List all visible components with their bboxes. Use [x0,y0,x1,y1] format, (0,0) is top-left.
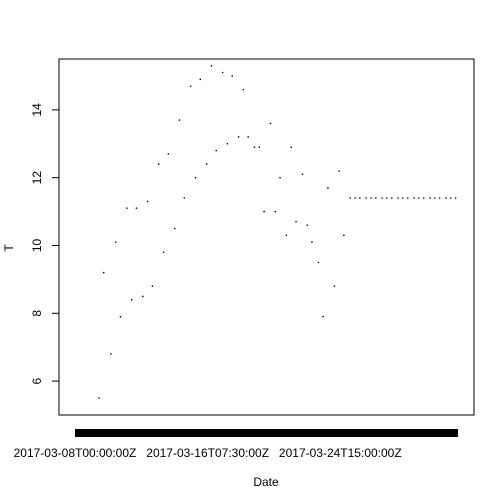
data-point [253,146,256,148]
data-point [422,197,425,199]
data-point [189,85,192,87]
data-point [210,64,213,67]
data-point [418,197,420,199]
data-point [114,241,117,243]
data-point [333,285,336,287]
data-point [194,176,197,179]
data-point [290,146,293,148]
data-point [231,75,233,77]
data-point [269,122,272,125]
y-axis: 6 8 10 12 14 [30,103,60,384]
data-point [354,197,356,199]
data-point [146,200,149,203]
data-point [242,88,245,91]
data-point [178,119,181,121]
data-point [263,210,265,213]
x-tick-label: 2017-03-24T15:00:00Z [279,446,402,460]
y-tick-label: 14 [30,103,44,117]
data-point [205,163,208,165]
data-point [162,251,165,254]
y-tick-label: 10 [30,238,44,252]
data-point [343,234,345,237]
data-point [126,207,128,209]
data-point [167,153,170,155]
data-point [119,315,122,318]
data-point [327,187,329,189]
data-point [151,285,154,287]
y-tick-label: 6 [30,377,44,384]
y-tick-label: 8 [30,310,44,317]
data-point [338,170,340,172]
data-point [274,210,277,213]
data-point [406,197,409,199]
data-point [365,197,368,199]
data-point [279,176,281,179]
data-point [454,197,457,199]
data-point [301,173,304,176]
data-point [226,142,229,145]
y-axis-title: T [2,244,16,252]
data-point [386,197,388,199]
data-point [130,298,133,301]
y-tick-label: 12 [30,171,44,185]
data-point [306,224,308,226]
data-point [258,146,261,148]
data-point [295,220,297,223]
data-point [135,207,138,209]
x-axis-title: Date [253,475,279,489]
data-point [429,197,431,199]
data-point [375,197,377,199]
data-point [413,197,415,199]
data-point [390,197,393,199]
data-point [445,197,447,199]
data-point [183,197,186,199]
data-point [397,197,399,199]
x-tick-label: 2017-03-08T00:00:00Z [14,446,137,460]
data-point [221,71,224,74]
data-point [322,315,324,318]
data-point [317,261,320,264]
data-point [434,197,436,199]
data-point [359,197,361,199]
data-point [173,227,176,230]
data-points [98,64,457,399]
data-point [102,271,105,274]
data-point [142,295,144,298]
x-tick-label: 2017-03-16T07:30:00Z [146,446,269,460]
data-point [438,197,441,199]
x-axis: 2017-03-08T00:00:00Z 2017-03-16T07:30:00Z… [14,429,458,460]
x-axis-tick-band [75,429,458,437]
data-point [215,149,218,152]
data-point [311,241,313,243]
data-point [450,197,452,199]
data-point [285,234,288,237]
data-point [381,197,384,199]
data-point [98,397,100,399]
data-point [157,163,160,165]
data-point [199,78,202,81]
data-point [349,197,352,199]
data-point [237,136,240,138]
data-point [247,136,249,138]
data-point [402,197,404,199]
data-point [370,197,372,199]
data-point [110,353,112,355]
